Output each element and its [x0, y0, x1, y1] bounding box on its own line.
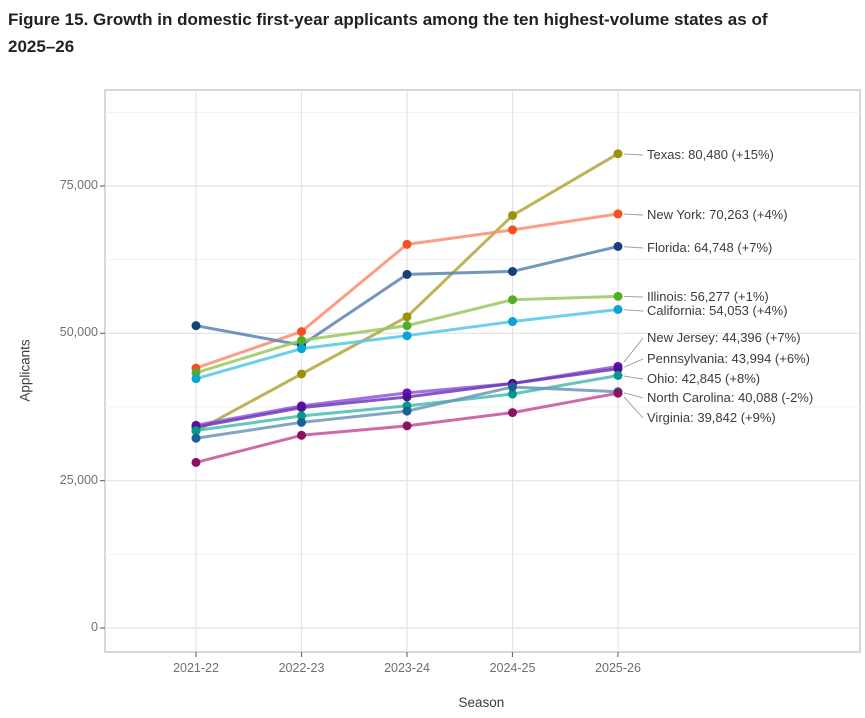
series-callout-pennsylvania: Pennsylvania: 43,994 (+6%): [647, 351, 810, 366]
data-point-virginia: [508, 408, 517, 418]
data-point-florida: [191, 321, 201, 331]
data-point-california: [613, 304, 623, 314]
data-point-north-carolina: [402, 406, 412, 416]
panel-background: [104, 89, 861, 653]
data-point-illinois: [613, 291, 623, 301]
data-point-new-york: [613, 209, 623, 219]
x-tick-label-2022-23: 2022-23: [278, 661, 325, 675]
y-tick-label-25000: 25,000: [59, 472, 98, 487]
series-callout-north-carolina: North Carolina: 40,088 (-2%): [647, 390, 814, 405]
chart-panel: Applicants Season 0 25,000 50,000 75,000…: [0, 84, 865, 718]
data-point-virginia: [297, 430, 306, 440]
data-point-florida: [613, 241, 623, 251]
y-tick-label-75000: 75,000: [59, 178, 98, 192]
data-point-florida: [508, 266, 517, 276]
figure-title: Figure 15. Growth in domestic first-year…: [8, 10, 768, 56]
data-point-texas: [613, 149, 623, 159]
data-point-california: [297, 344, 306, 354]
data-point-texas: [402, 312, 412, 322]
data-point-illinois: [508, 295, 517, 305]
data-point-illinois: [402, 321, 412, 331]
y-axis-title: Applicants: [17, 339, 33, 402]
series-callout-florida: Florida: 64,748 (+7%): [647, 240, 773, 255]
x-tick-label-2021-22: 2021-22: [173, 661, 219, 675]
data-point-california: [191, 374, 201, 384]
series-callout-texas: Texas: 80,480 (+15%): [647, 147, 774, 162]
series-callout-illinois: Illinois: 56,277 (+1%): [647, 289, 769, 304]
data-point-new-york: [402, 239, 412, 249]
data-point-texas: [508, 210, 517, 220]
callout-leader-illinois: [623, 295, 644, 298]
x-tick-label-2025-26: 2025-26: [595, 661, 641, 675]
data-point-new-york: [297, 327, 306, 337]
data-point-north-carolina: [297, 417, 306, 427]
data-point-north-carolina: [508, 382, 517, 392]
data-point-ohio: [191, 426, 201, 436]
data-point-north-carolina: [191, 433, 201, 443]
callout-leader-texas: [623, 153, 644, 156]
callout-leader-pennsylvania: [623, 358, 644, 368]
line-chart-canvas: [100, 89, 861, 657]
y-tick-label-0: 0: [91, 620, 98, 634]
callout-leader-new-jersey: [623, 337, 644, 363]
data-point-ohio: [613, 371, 623, 381]
x-axis-title: Season: [458, 695, 505, 710]
data-point-new-york: [508, 225, 517, 235]
data-point-pennsylvania: [297, 403, 306, 413]
data-point-pennsylvania: [402, 392, 412, 402]
data-point-texas: [297, 369, 306, 379]
series-callout-california: California: 54,053 (+4%): [647, 303, 788, 318]
data-point-ohio: [297, 411, 306, 421]
series-callout-virginia: Virginia: 39,842 (+9%): [647, 410, 776, 425]
callout-leader-virginia: [623, 396, 644, 419]
callout-leader-florida: [623, 246, 644, 249]
x-tick-label-2024-25: 2024-25: [489, 661, 536, 675]
callout-leader-north-carolina: [623, 392, 644, 399]
data-point-florida: [402, 269, 412, 279]
data-point-virginia: [402, 421, 412, 431]
callout-leader-ohio: [623, 375, 644, 380]
data-point-virginia: [191, 457, 201, 467]
x-tick-label-2023-24: 2023-24: [384, 661, 430, 675]
callout-leader-california: [623, 309, 644, 312]
data-point-california: [508, 317, 517, 327]
data-point-pennsylvania: [613, 364, 623, 374]
series-callout-new-jersey: New Jersey: 44,396 (+7%): [647, 330, 801, 345]
series-callout-new-york: New York: 70,263 (+4%): [647, 207, 788, 222]
data-point-ohio: [508, 389, 517, 399]
data-point-virginia: [613, 388, 623, 398]
data-point-california: [402, 331, 412, 341]
callout-leader-new-york: [623, 213, 644, 216]
y-tick-label-50000: 50,000: [59, 325, 98, 340]
series-callout-ohio: Ohio: 42,845 (+8%): [647, 371, 761, 386]
data-point-illinois: [297, 335, 306, 345]
